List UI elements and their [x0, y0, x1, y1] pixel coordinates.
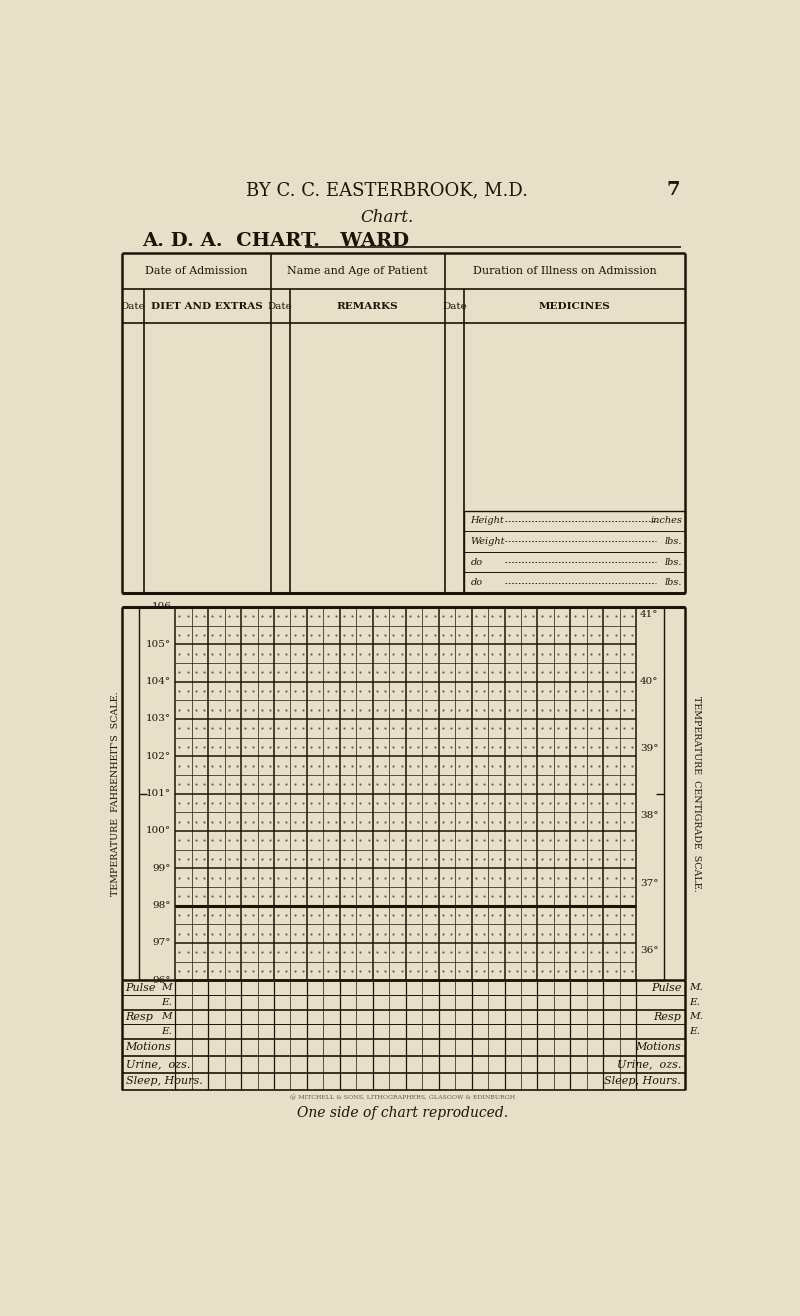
Text: One side of chart reproduced.: One side of chart reproduced. — [297, 1105, 508, 1120]
Text: Pulse: Pulse — [650, 983, 682, 992]
Text: inches: inches — [650, 516, 682, 525]
Text: Resp: Resp — [654, 1012, 682, 1021]
Text: lbs.: lbs. — [665, 558, 682, 567]
Text: 36°: 36° — [640, 946, 658, 955]
Text: 102°: 102° — [146, 751, 171, 761]
Text: Chart.: Chart. — [360, 209, 414, 226]
Text: Resp: Resp — [126, 1012, 154, 1021]
Text: Height: Height — [470, 516, 504, 525]
Text: TEMPERATURE  CENTIGRADE  SCALE.: TEMPERATURE CENTIGRADE SCALE. — [692, 696, 702, 891]
Text: Date of Admission: Date of Admission — [145, 266, 247, 276]
Text: 7: 7 — [666, 182, 680, 199]
Text: lbs.: lbs. — [665, 578, 682, 587]
Text: 37°: 37° — [640, 879, 658, 888]
Text: 96°: 96° — [153, 975, 171, 984]
Text: 97°: 97° — [153, 938, 171, 948]
Text: 100°: 100° — [146, 826, 171, 836]
Text: Urine,  ozs.: Urine, ozs. — [617, 1059, 682, 1069]
Text: 104°: 104° — [146, 676, 171, 686]
Text: 99°: 99° — [153, 863, 171, 873]
Text: Duration of Illness on Admission: Duration of Illness on Admission — [473, 266, 657, 276]
Text: Pulse: Pulse — [126, 983, 156, 992]
Text: 39°: 39° — [640, 745, 658, 753]
Text: @ MITCHELL & SONS, LITHOGRAPHERS, GLASGOW & EDINBURGH: @ MITCHELL & SONS, LITHOGRAPHERS, GLASGO… — [290, 1095, 515, 1100]
Text: Date: Date — [121, 301, 146, 311]
Text: E.: E. — [161, 1026, 172, 1036]
Text: Motions: Motions — [126, 1042, 171, 1053]
Text: M.: M. — [689, 983, 703, 992]
Text: Motions: Motions — [635, 1042, 682, 1053]
Text: M.: M. — [689, 1012, 703, 1021]
Text: A. D. A.  CHART.   WARD: A. D. A. CHART. WARD — [142, 232, 410, 250]
Text: BY C. C. EASTERBROOK, M.D.: BY C. C. EASTERBROOK, M.D. — [246, 182, 528, 199]
Text: Date: Date — [442, 301, 467, 311]
Text: Sleep, Hours.: Sleep, Hours. — [126, 1076, 202, 1086]
Text: 38°: 38° — [640, 812, 658, 820]
Text: TEMPERATURE  FAHRENHEIT'S  SCALE.: TEMPERATURE FAHRENHEIT'S SCALE. — [111, 691, 120, 896]
Text: 40°: 40° — [640, 676, 658, 686]
Text: do: do — [470, 558, 482, 567]
Text: Urine,  ozs.: Urine, ozs. — [126, 1059, 190, 1069]
Text: Date: Date — [268, 301, 293, 311]
Text: E.: E. — [689, 1026, 700, 1036]
Text: MEDICINES: MEDICINES — [539, 301, 610, 311]
Text: 98°: 98° — [153, 901, 171, 911]
Text: Name and Age of Patient: Name and Age of Patient — [287, 266, 428, 276]
Text: E.: E. — [161, 998, 172, 1007]
Text: do: do — [470, 578, 482, 587]
Text: E.: E. — [689, 998, 700, 1007]
Text: M: M — [162, 983, 172, 992]
Text: Weight: Weight — [470, 537, 505, 546]
Text: 106: 106 — [151, 603, 171, 612]
Text: 105°: 105° — [146, 640, 171, 649]
Text: lbs.: lbs. — [665, 537, 682, 546]
Text: REMARKS: REMARKS — [337, 301, 398, 311]
Text: 101°: 101° — [146, 790, 171, 797]
Text: 103°: 103° — [146, 715, 171, 724]
Text: M: M — [162, 1012, 172, 1021]
Text: DIET AND EXTRAS: DIET AND EXTRAS — [151, 301, 263, 311]
Text: Sleep, Hours.: Sleep, Hours. — [605, 1076, 682, 1086]
Text: 41°: 41° — [640, 609, 658, 619]
